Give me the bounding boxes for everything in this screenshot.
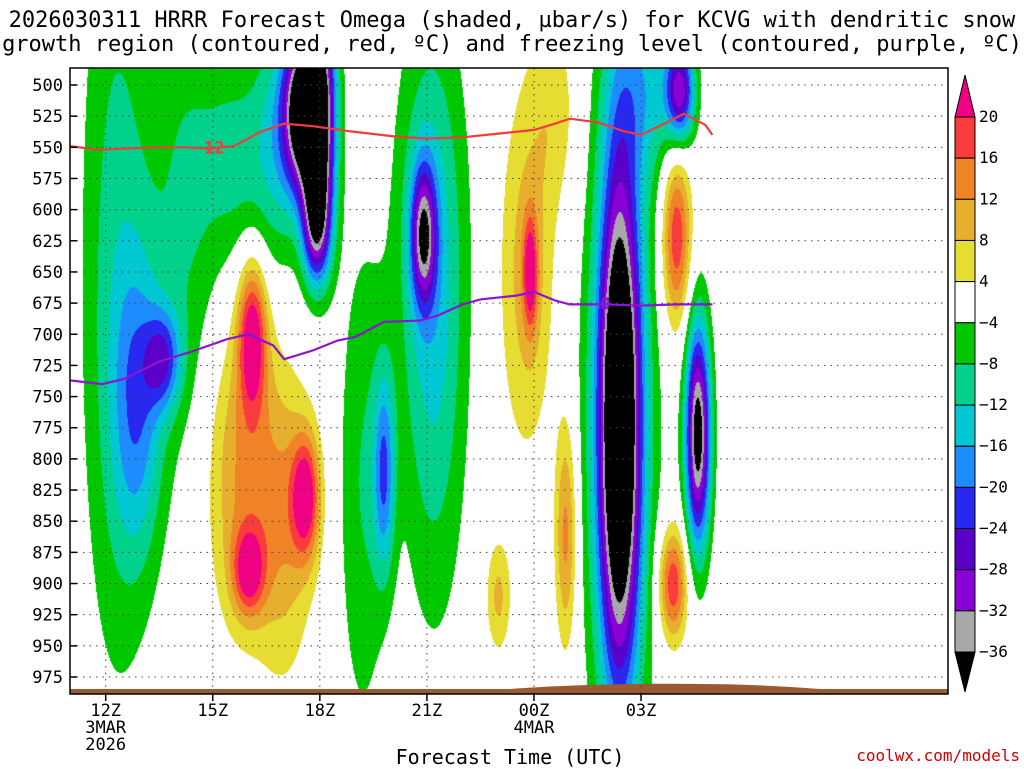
colorbar: 20 16 12 8 4 −4 −8 −12 −16 −20 −24 −28 −32 −36 xyxy=(954,74,1008,693)
pressure-axis: 500 525 550 575 600 625 650 675 700 725 750 775 800 8… xyxy=(32,76,77,688)
colorbar-bin-6 xyxy=(954,322,976,365)
colorbar-label-4: 4 xyxy=(979,272,989,291)
y-tick-label-500: 500 xyxy=(32,76,63,96)
y-tick-label-900: 900 xyxy=(32,575,63,595)
colorbar-label-11: −28 xyxy=(979,560,1008,579)
colorbar-bin-10 xyxy=(954,486,976,530)
x-tick-label-12-1: 3MAR xyxy=(85,718,127,738)
chart-title-line-2: growth region (contoured, red, ºC) and f… xyxy=(2,32,1022,57)
y-tick-label-950: 950 xyxy=(32,637,63,657)
x-tick-label-12-0: 12Z xyxy=(90,701,121,721)
colorbar-label-0: 20 xyxy=(979,107,998,126)
grid-lines xyxy=(70,68,948,694)
y-tick-label-575: 575 xyxy=(32,169,63,189)
y-tick-label-775: 775 xyxy=(32,419,63,439)
x-tick-label-15-0: 15Z xyxy=(197,701,228,721)
colorbar-label-7: −12 xyxy=(979,395,1008,414)
colorbar-bin-1 xyxy=(954,116,976,159)
credit-link[interactable]: coolwx.com/models xyxy=(856,746,1020,765)
terrain-bump xyxy=(510,683,820,689)
y-tick-label-625: 625 xyxy=(32,232,63,252)
x-tick-label-12-2: 2026 xyxy=(85,735,126,755)
colorbar-bin-8 xyxy=(954,404,976,447)
contour-lines: −12 0 xyxy=(70,112,714,386)
colorbar-label-10: −24 xyxy=(979,519,1008,538)
colorbar-bin-9 xyxy=(954,445,976,488)
y-tick-label-850: 850 xyxy=(32,512,63,532)
colorbar-bin-5 xyxy=(954,281,976,324)
colorbar-bottom-arrow xyxy=(954,651,976,693)
y-tick-label-650: 650 xyxy=(32,263,63,283)
freezing-level-contour xyxy=(70,290,713,386)
y-tick-label-550: 550 xyxy=(32,138,63,158)
dendritic-growth-contour xyxy=(70,112,714,151)
terrain-ground-strip xyxy=(70,689,948,694)
colorbar-bin-13 xyxy=(954,610,976,653)
x-tick-label-24-0: 00Z xyxy=(519,701,550,721)
colorbar-bin-11 xyxy=(954,528,976,571)
colorbar-label-3: 8 xyxy=(979,230,989,249)
y-tick-label-750: 750 xyxy=(32,388,63,408)
y-tick-label-600: 600 xyxy=(32,201,63,221)
y-tick-label-925: 925 xyxy=(32,606,63,626)
x-tick-label-18-0: 18Z xyxy=(304,701,335,721)
x-tick-label-24-1: 4MAR xyxy=(514,718,556,738)
y-tick-label-700: 700 xyxy=(32,325,63,345)
colorbar-bin-3 xyxy=(954,198,976,241)
y-tick-label-675: 675 xyxy=(32,294,63,314)
colorbar-bin-2 xyxy=(954,157,976,200)
colorbar-label-5: −4 xyxy=(979,313,998,332)
colorbar-label-12: −32 xyxy=(979,601,1008,620)
colorbar-label-2: 12 xyxy=(979,189,998,208)
y-tick-label-975: 975 xyxy=(32,668,63,688)
dendritic-contour-label: −12 xyxy=(194,139,225,159)
y-tick-label-800: 800 xyxy=(32,450,63,470)
plot-frame xyxy=(69,67,949,695)
x-tick-label-21-0: 21Z xyxy=(412,701,443,721)
colorbar-bin-4 xyxy=(954,239,976,283)
chart-title-line-1: 2026030311 HRRR Forecast Omega (shaded, … xyxy=(8,8,1016,33)
omega-shaded-field xyxy=(70,68,948,694)
y-tick-label-825: 825 xyxy=(32,481,63,501)
freezing-contour-label: 0 xyxy=(600,294,610,314)
colorbar-label-1: 16 xyxy=(979,148,998,167)
colorbar-label-6: −8 xyxy=(979,354,998,373)
x-tick-label-27-0: 03Z xyxy=(626,701,657,721)
colorbar-bin-12 xyxy=(954,569,976,612)
colorbar-bin-7 xyxy=(954,363,976,406)
colorbar-label-13: −36 xyxy=(979,642,1008,661)
colorbar-label-8: −16 xyxy=(979,436,1008,455)
y-tick-label-875: 875 xyxy=(32,543,63,563)
colorbar-label-9: −20 xyxy=(979,477,1008,496)
y-tick-label-725: 725 xyxy=(32,356,63,376)
y-tick-label-525: 525 xyxy=(32,107,63,127)
x-axis-title: Forecast Time (UTC) xyxy=(395,745,625,769)
colorbar-top-arrow xyxy=(954,74,976,118)
